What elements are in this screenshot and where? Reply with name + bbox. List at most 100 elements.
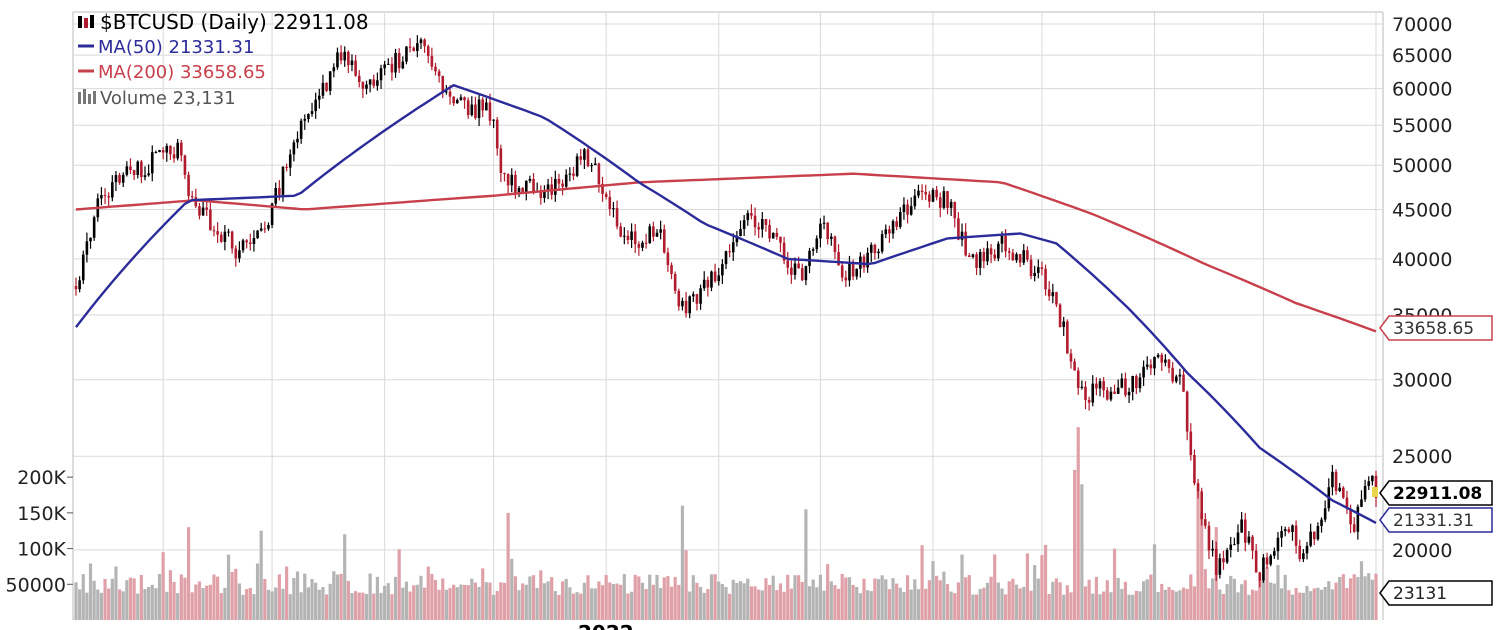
candle bbox=[1105, 387, 1109, 401]
candle bbox=[1360, 490, 1363, 508]
volume-bar bbox=[713, 574, 717, 620]
volume-bar bbox=[564, 578, 568, 620]
volume-bar bbox=[324, 594, 329, 620]
volume-bar bbox=[143, 588, 147, 620]
candle bbox=[299, 118, 303, 144]
ma50-value-tag: 21331.31 bbox=[1379, 507, 1493, 533]
volume-bar bbox=[88, 563, 93, 620]
candle bbox=[800, 263, 804, 282]
volume-bar bbox=[844, 577, 848, 620]
volume-bar bbox=[648, 574, 652, 620]
volume-bar bbox=[132, 578, 136, 620]
volume-bar bbox=[488, 582, 492, 620]
candle bbox=[328, 71, 332, 96]
volume-bar bbox=[916, 589, 921, 620]
volume-bar bbox=[535, 587, 539, 620]
candle bbox=[143, 166, 147, 181]
volume-bar bbox=[818, 574, 823, 620]
volume-bar bbox=[121, 591, 125, 620]
volume-bar bbox=[546, 581, 550, 620]
volume-bar bbox=[361, 592, 365, 620]
candle bbox=[928, 191, 931, 208]
candle bbox=[593, 157, 597, 166]
candle bbox=[735, 230, 739, 247]
candle bbox=[466, 97, 470, 119]
candle bbox=[1153, 356, 1156, 376]
candle bbox=[365, 80, 368, 95]
candle bbox=[499, 144, 503, 182]
volume-bar bbox=[684, 550, 688, 620]
candle bbox=[485, 98, 488, 111]
volume-bar bbox=[183, 577, 187, 620]
price-tick-label: 55000 bbox=[1392, 115, 1452, 137]
volume-bar bbox=[1196, 491, 1200, 620]
candle bbox=[561, 179, 564, 196]
volume-bar bbox=[506, 512, 510, 620]
candle bbox=[1091, 375, 1095, 407]
volume-bar bbox=[466, 585, 470, 620]
volume-bar bbox=[226, 554, 231, 620]
volume-bar bbox=[1112, 548, 1117, 620]
candle bbox=[426, 44, 430, 64]
volume-bar bbox=[753, 586, 757, 620]
candle bbox=[216, 222, 219, 243]
volume-bar bbox=[1272, 583, 1276, 620]
candle bbox=[840, 262, 844, 282]
candle bbox=[285, 163, 288, 172]
volume-bar bbox=[452, 584, 456, 620]
candle bbox=[92, 215, 96, 241]
volume-bar bbox=[1356, 577, 1360, 620]
candle bbox=[187, 171, 190, 202]
svg-text:33658.65: 33658.65 bbox=[1393, 319, 1474, 339]
volume-bar bbox=[459, 584, 463, 620]
price-candles bbox=[74, 35, 1378, 588]
volume-bar bbox=[528, 576, 532, 620]
volume-bar bbox=[136, 593, 140, 620]
volume-bar bbox=[270, 591, 274, 620]
volume-bar bbox=[1290, 594, 1295, 620]
volume-bar bbox=[778, 583, 783, 620]
volume-bar bbox=[996, 582, 1000, 620]
volume-bar bbox=[433, 579, 438, 620]
candle bbox=[158, 149, 161, 153]
candle bbox=[455, 98, 459, 104]
candle bbox=[721, 259, 724, 285]
candle bbox=[198, 202, 201, 220]
candle bbox=[895, 216, 898, 231]
candle bbox=[739, 220, 742, 237]
volume-bar bbox=[502, 582, 507, 620]
volume-bar bbox=[557, 594, 561, 620]
volume-bar bbox=[1047, 594, 1051, 620]
volume-bar bbox=[157, 573, 162, 620]
candle bbox=[1182, 369, 1185, 392]
volume-bar bbox=[379, 592, 383, 620]
candle bbox=[699, 284, 702, 310]
volume-bar bbox=[383, 585, 387, 620]
candle bbox=[321, 74, 325, 99]
candle bbox=[684, 291, 688, 318]
candle bbox=[1142, 360, 1145, 387]
candle bbox=[78, 276, 81, 293]
volume-bar bbox=[99, 592, 104, 620]
volume-bar bbox=[96, 589, 100, 620]
candle bbox=[844, 270, 848, 288]
volume-bar bbox=[1279, 588, 1284, 620]
candle bbox=[775, 227, 779, 240]
candle bbox=[397, 48, 401, 73]
volume-bar bbox=[985, 582, 990, 620]
candle bbox=[1334, 469, 1338, 495]
ma50-line bbox=[75, 83, 1377, 524]
volume-bar bbox=[836, 588, 841, 620]
candle bbox=[742, 215, 746, 236]
volume-bar bbox=[550, 577, 554, 620]
volume-bar bbox=[797, 575, 801, 620]
candle bbox=[586, 146, 590, 168]
volume-bar bbox=[662, 577, 666, 620]
volume-bar bbox=[125, 580, 129, 620]
volume-bar bbox=[444, 589, 448, 620]
volume-bar bbox=[669, 586, 674, 620]
candle bbox=[89, 237, 92, 249]
volume-bar bbox=[531, 575, 536, 620]
candle bbox=[125, 161, 129, 177]
candle bbox=[608, 190, 612, 216]
